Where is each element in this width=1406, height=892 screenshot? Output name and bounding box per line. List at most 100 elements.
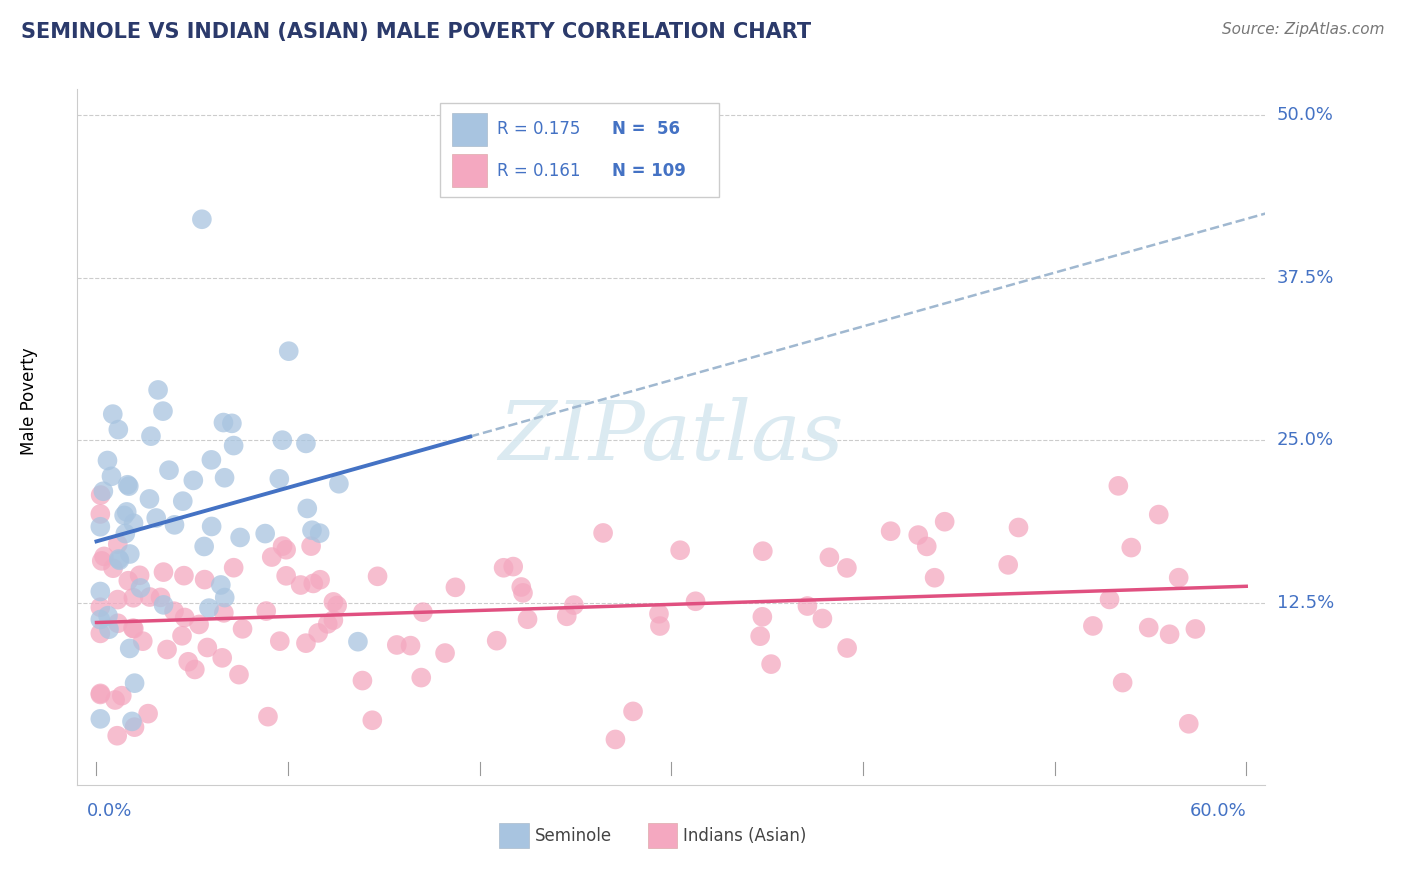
Point xyxy=(229,531,252,545)
Point xyxy=(181,474,204,488)
Point xyxy=(212,606,235,620)
Text: 60.0%: 60.0% xyxy=(1189,802,1246,820)
Point xyxy=(89,686,111,700)
Point xyxy=(89,507,111,521)
Bar xyxy=(451,112,488,146)
Text: 0.0%: 0.0% xyxy=(87,802,132,820)
Text: N =  56: N = 56 xyxy=(612,120,681,138)
Point xyxy=(170,629,193,643)
Point xyxy=(212,416,235,430)
Point xyxy=(1177,716,1199,731)
Point xyxy=(163,517,186,532)
Point xyxy=(837,640,859,655)
Point xyxy=(1081,619,1104,633)
Point xyxy=(138,491,160,506)
Point xyxy=(173,610,195,624)
Point xyxy=(201,519,224,533)
Point xyxy=(510,580,533,594)
Point xyxy=(301,523,323,537)
Point xyxy=(107,592,129,607)
Point xyxy=(188,617,211,632)
Point xyxy=(621,705,644,719)
Point xyxy=(222,560,245,574)
Text: Source: ZipAtlas.com: Source: ZipAtlas.com xyxy=(1222,22,1385,37)
Point xyxy=(122,621,145,635)
Point xyxy=(107,423,129,437)
Point xyxy=(152,598,174,612)
Point xyxy=(685,594,707,608)
Point xyxy=(295,436,318,450)
Text: R = 0.161: R = 0.161 xyxy=(496,161,581,180)
Point xyxy=(124,676,146,690)
Point xyxy=(367,569,389,583)
Point xyxy=(297,501,319,516)
Point xyxy=(163,604,186,618)
Point xyxy=(184,663,207,677)
Point xyxy=(101,407,124,421)
Point xyxy=(93,549,115,564)
Point xyxy=(108,553,131,567)
Point xyxy=(299,539,322,553)
Point xyxy=(1107,479,1129,493)
Bar xyxy=(451,154,488,187)
Point xyxy=(260,549,283,564)
Point xyxy=(307,626,329,640)
Point xyxy=(562,598,585,612)
Point xyxy=(399,639,422,653)
Point xyxy=(322,613,344,627)
Point xyxy=(193,540,215,554)
Point xyxy=(156,642,179,657)
Point xyxy=(269,634,291,648)
Point xyxy=(326,599,349,613)
Point xyxy=(89,520,111,534)
Text: 37.5%: 37.5% xyxy=(1277,268,1334,286)
Text: 12.5%: 12.5% xyxy=(1277,594,1334,612)
Point xyxy=(89,600,111,615)
Point xyxy=(997,558,1019,572)
Text: Indians (Asian): Indians (Asian) xyxy=(683,827,807,845)
Point xyxy=(117,574,139,588)
Point xyxy=(118,641,141,656)
Point xyxy=(1137,621,1160,635)
Point xyxy=(434,646,457,660)
Point xyxy=(228,667,250,681)
Point xyxy=(89,626,111,640)
Point xyxy=(191,212,214,227)
Point xyxy=(118,479,141,493)
Point xyxy=(276,569,298,583)
Point xyxy=(138,590,160,604)
Point xyxy=(91,484,114,499)
Point xyxy=(121,714,143,729)
Point xyxy=(117,477,139,491)
Point xyxy=(129,581,152,595)
Point xyxy=(290,578,312,592)
Point xyxy=(122,622,145,636)
Point xyxy=(221,417,243,431)
Point xyxy=(295,636,318,650)
Point xyxy=(200,453,222,467)
Point xyxy=(924,571,946,585)
Point xyxy=(1098,592,1121,607)
Point xyxy=(1167,571,1189,585)
Point xyxy=(107,537,129,551)
Point xyxy=(194,573,217,587)
Point xyxy=(122,591,145,605)
Point xyxy=(485,633,508,648)
Point xyxy=(385,638,408,652)
Point xyxy=(751,609,773,624)
Point xyxy=(214,471,236,485)
Text: SEMINOLE VS INDIAN (ASIAN) MALE POVERTY CORRELATION CHART: SEMINOLE VS INDIAN (ASIAN) MALE POVERTY … xyxy=(21,22,811,42)
Point xyxy=(749,629,772,643)
Point xyxy=(198,601,221,615)
Point xyxy=(361,713,384,727)
Point xyxy=(277,344,299,359)
Point xyxy=(444,580,467,594)
Point xyxy=(222,439,245,453)
Point xyxy=(173,568,195,582)
Point xyxy=(257,709,280,723)
Point xyxy=(648,619,671,633)
Point xyxy=(128,568,150,582)
Point xyxy=(934,515,956,529)
Point xyxy=(412,605,434,619)
Point xyxy=(209,578,232,592)
